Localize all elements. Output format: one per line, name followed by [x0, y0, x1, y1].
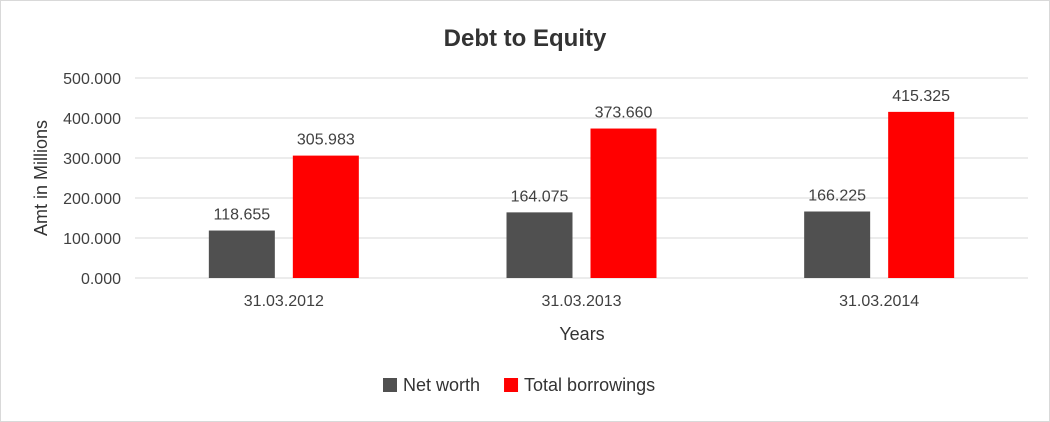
x-axis-ticks: 31.03.2012 31.03.2013 31.03.2014 — [244, 293, 920, 310]
y-tick-label: 400.000 — [63, 111, 121, 128]
gridlines — [135, 77, 1028, 279]
data-labels: 118.655 305.983 164.075 373.660 166.225 415.3… — [214, 88, 951, 224]
legend: Net worth Total borrowings — [383, 375, 655, 395]
data-label: 373.660 — [595, 105, 653, 122]
legend-label: Net worth — [403, 375, 480, 395]
bar-net-worth — [506, 212, 573, 278]
y-tick-label: 200.000 — [63, 191, 121, 208]
data-label: 164.075 — [511, 188, 569, 205]
data-label: 118.655 — [214, 207, 271, 224]
legend-label: Total borrowings — [524, 375, 655, 395]
data-label: 305.983 — [297, 132, 355, 149]
y-tick-label: 0.000 — [81, 271, 121, 288]
y-tick-label: 500.000 — [63, 71, 121, 88]
bar-total-borrowings — [292, 155, 359, 278]
x-tick-label: 31.03.2013 — [541, 293, 621, 310]
legend-swatch — [383, 378, 397, 392]
y-axis-ticks: 0.000 100.000 200.000 300.000 400.000 500.000 — [63, 71, 121, 288]
chart-title: Debt to Equity — [444, 25, 607, 52]
bars — [208, 111, 955, 279]
x-axis-title: Years — [559, 324, 604, 344]
x-tick-label: 31.03.2012 — [244, 293, 324, 310]
y-axis-title: Amt in Millions — [31, 120, 51, 236]
data-label: 415.325 — [892, 88, 950, 105]
x-tick-label: 31.03.2014 — [839, 293, 919, 310]
bar-net-worth — [208, 230, 275, 278]
data-label: 166.225 — [808, 188, 866, 205]
y-tick-label: 100.000 — [63, 231, 121, 248]
bar-total-borrowings — [590, 128, 657, 278]
bar-net-worth — [804, 211, 871, 278]
legend-swatch — [504, 378, 519, 392]
y-tick-label: 300.000 — [63, 151, 121, 168]
bar-total-borrowings — [888, 111, 955, 279]
